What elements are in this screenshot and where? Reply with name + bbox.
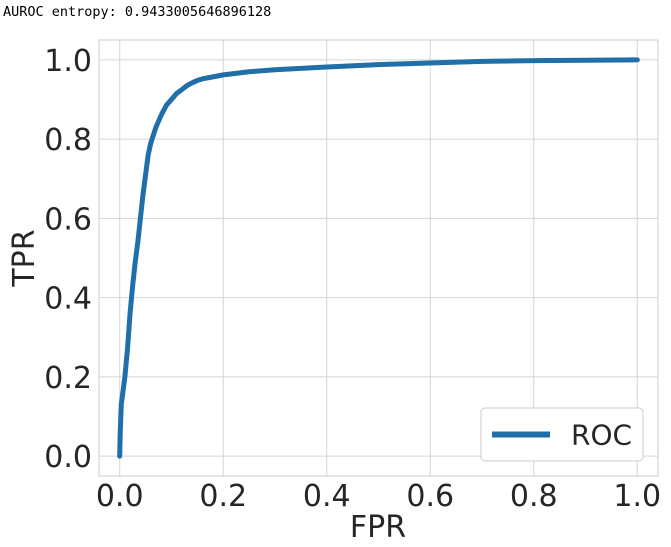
x-tick-label: 0.4 (303, 479, 351, 514)
y-axis-label: TPR (7, 229, 42, 287)
legend: ROC (480, 407, 644, 462)
y-tick-label: 1.0 (44, 44, 92, 79)
x-tick-label: 1.0 (613, 479, 661, 514)
tick-labels: 0.0 0.2 0.4 0.6 0.8 1.0 0.0 0.2 0.4 0.6 0.8 1.0 (44, 44, 661, 514)
roc-curve (117, 57, 640, 459)
x-tick-label: 0.0 (96, 479, 144, 514)
series-layer (117, 57, 640, 459)
x-axis-label: FPR (350, 510, 406, 545)
plot-frame (98, 39, 659, 477)
y-tick-label: 0.0 (44, 440, 92, 475)
chart-title: AUROC entropy: 0.9433005646896128 (3, 4, 272, 20)
x-tick-label: 0.8 (510, 479, 558, 514)
legend-frame (480, 407, 644, 462)
x-tick-label: 0.2 (199, 479, 247, 514)
x-tick-label: 0.6 (406, 479, 454, 514)
legend-label-roc: ROC (571, 419, 632, 452)
y-tick-label: 0.8 (44, 123, 92, 158)
y-tick-label: 0.2 (44, 361, 92, 396)
y-tick-label: 0.6 (44, 202, 92, 237)
y-tick-label: 0.4 (44, 282, 92, 317)
